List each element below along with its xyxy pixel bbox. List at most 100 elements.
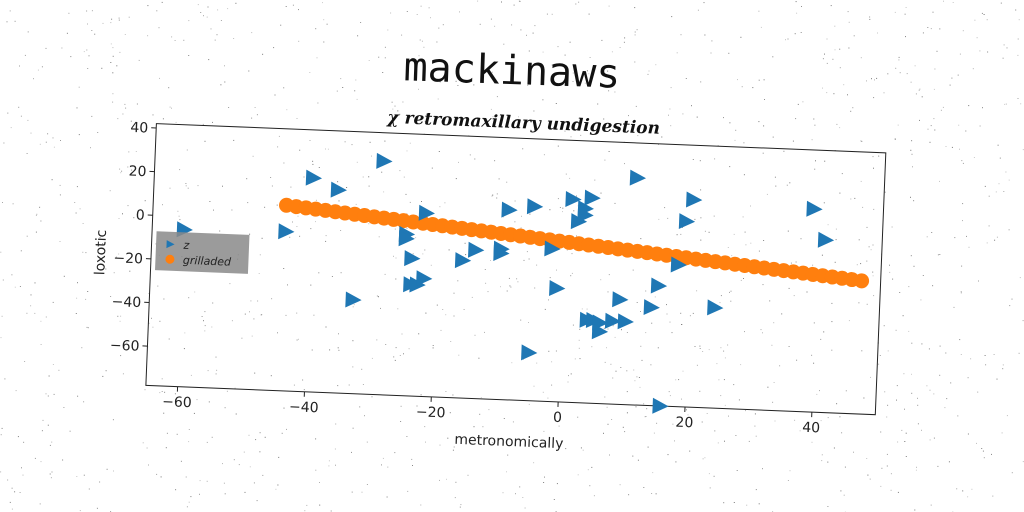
speckle-dot — [720, 395, 722, 397]
speckle-dot — [502, 216, 504, 218]
speckle-dot — [214, 39, 216, 41]
speckle-dot — [985, 364, 987, 366]
speckle-dot — [147, 35, 149, 37]
speckle-dot — [939, 180, 940, 182]
speckle-dot — [90, 147, 91, 149]
speckle-dot — [159, 77, 160, 79]
speckle-dot — [861, 140, 863, 142]
legend-label-grilladed: grilladed — [183, 254, 233, 269]
z-point — [521, 344, 538, 361]
speckle-dot — [298, 40, 300, 42]
speckle-dot — [337, 385, 339, 387]
speckle-dot — [667, 217, 669, 219]
speckle-dot — [286, 428, 287, 430]
speckle-dot — [671, 332, 673, 334]
speckle-dot — [34, 282, 36, 284]
speckle-dot — [86, 49, 88, 51]
speckle-dot — [839, 416, 841, 418]
speckle-dot — [787, 38, 789, 40]
speckle-dot — [293, 384, 295, 386]
speckle-dot — [87, 68, 89, 69]
speckle-dot — [157, 285, 159, 287]
speckle-dot — [949, 84, 951, 86]
speckle-dot — [229, 283, 231, 285]
speckle-dot — [496, 193, 498, 195]
speckle-dot — [354, 90, 356, 92]
speckle-dot — [10, 127, 12, 129]
x-tick-label: −40 — [289, 399, 319, 416]
speckle-dot — [926, 236, 928, 238]
speckle-dot — [226, 390, 228, 392]
speckle-dot — [112, 55, 114, 57]
speckle-dot — [587, 469, 589, 471]
speckle-dot — [850, 198, 852, 200]
speckle-dot — [908, 286, 910, 288]
speckle-dot — [682, 113, 684, 115]
speckle-dot — [30, 305, 32, 307]
speckle-dot — [813, 322, 815, 324]
speckle-dot — [905, 432, 907, 434]
speckle-dot — [982, 107, 983, 109]
speckle-dot — [391, 101, 393, 103]
speckle-dot — [841, 432, 843, 434]
speckle-dot — [78, 86, 80, 88]
speckle-dot — [911, 373, 912, 375]
speckle-dot — [645, 290, 647, 292]
speckle-dot — [514, 221, 516, 223]
speckle-dot — [502, 492, 504, 494]
speckle-dot — [220, 20, 222, 21]
speckle-dot — [774, 420, 776, 422]
speckle-dot — [959, 53, 961, 55]
speckle-dot — [530, 129, 532, 131]
speckle-dot — [9, 501, 11, 503]
speckle-dot — [129, 270, 131, 272]
speckle-dot — [40, 320, 42, 322]
speckle-dot — [945, 146, 947, 147]
speckle-dot — [910, 81, 912, 83]
speckle-dot — [393, 356, 395, 358]
speckle-dot — [118, 253, 120, 255]
speckle-dot — [19, 492, 21, 493]
speckle-dot — [304, 406, 306, 408]
speckle-dot — [187, 187, 189, 189]
speckle-dot — [578, 1, 580, 3]
speckle-dot — [491, 442, 493, 444]
speckle-dot — [188, 429, 190, 430]
speckle-dot — [793, 295, 795, 297]
speckle-dot — [692, 159, 694, 160]
speckle-dot — [460, 504, 462, 506]
speckle-dot — [432, 347, 434, 349]
speckle-dot — [551, 64, 553, 66]
speckle-dot — [737, 79, 738, 81]
speckle-dot — [551, 13, 553, 15]
speckle-dot — [152, 326, 154, 328]
speckle-dot — [506, 471, 507, 473]
speckle-dot — [520, 29, 522, 31]
speckle-dot — [814, 124, 816, 126]
speckle-dot — [368, 176, 370, 178]
speckle-dot — [39, 143, 41, 145]
speckle-dot — [783, 150, 785, 152]
speckle-dot — [896, 399, 897, 401]
speckle-dot — [604, 396, 606, 398]
speckle-dot — [906, 73, 908, 75]
speckle-dot — [76, 476, 78, 477]
speckle-dot — [544, 476, 545, 478]
speckle-dot — [884, 391, 886, 393]
speckle-dot — [607, 291, 609, 293]
speckle-dot — [306, 504, 308, 506]
speckle-dot — [0, 471, 2, 473]
speckle-dot — [1006, 47, 1008, 49]
speckle-dot — [632, 269, 634, 271]
speckle-dot — [481, 125, 483, 127]
speckle-dot — [928, 348, 930, 350]
speckle-dot — [636, 302, 638, 303]
speckle-dot — [40, 461, 42, 463]
speckle-dot — [957, 74, 959, 76]
speckle-dot — [950, 382, 952, 384]
speckle-dot — [452, 394, 454, 396]
speckle-dot — [298, 338, 299, 340]
z-point — [467, 241, 485, 258]
speckle-dot — [292, 4, 294, 6]
speckle-dot — [713, 215, 715, 217]
